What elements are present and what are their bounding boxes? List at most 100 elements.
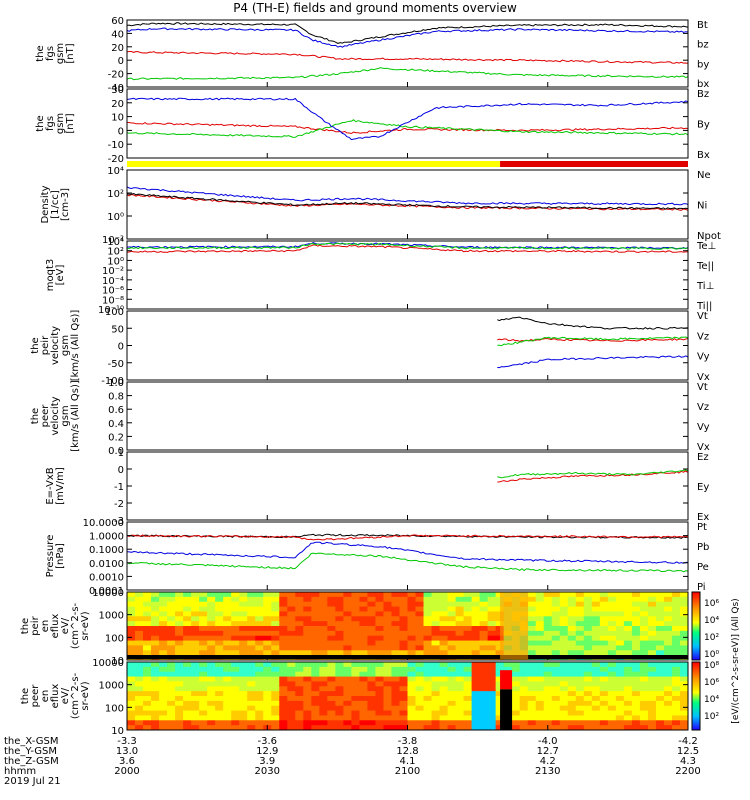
legend-peir_velocity-Vt: Vt (697, 311, 708, 322)
heatmap-cell (271, 696, 280, 702)
heatmap-cell (375, 630, 384, 637)
heatmap-cell (407, 671, 417, 678)
heatmap-cell (287, 725, 296, 731)
heatmap-cell (191, 616, 200, 622)
heatmap-cell (247, 681, 256, 687)
heatmap-cell (559, 662, 569, 668)
heatmap-cell (655, 691, 665, 697)
series-fgs_gsm-by (126, 67, 689, 81)
heatmap-cell (151, 611, 160, 617)
heatmap-cell (631, 686, 641, 692)
heatmap-cell (319, 725, 328, 731)
heatmap-cell (327, 596, 336, 603)
heatmap-cell (655, 635, 665, 642)
heatmap-cell (631, 616, 641, 622)
ytick-label-fgs_gsm: -40 (108, 83, 124, 94)
heatmap-cell (367, 700, 376, 707)
heatmap-cell (239, 671, 248, 678)
heatmap-cell (439, 635, 449, 642)
heatmap-cell (215, 621, 224, 627)
ylabel-peer_velocity: velocity (50, 396, 61, 435)
heatmap-cell (471, 592, 481, 598)
heatmap-cell (527, 705, 537, 712)
heatmap-cell (487, 696, 497, 702)
heatmap-cell (287, 676, 296, 682)
heatmap-cell (535, 611, 545, 617)
heatmap-cell (383, 671, 392, 678)
legend-temperature-Ti||: Ti|| (696, 301, 712, 312)
heatmap-cell (407, 596, 417, 603)
heatmap-cell (423, 630, 433, 637)
heatmap-cell (311, 715, 320, 721)
heatmap-cell (143, 621, 152, 627)
heatmap-cell (143, 662, 152, 668)
ytick-label-fgs_gsm2: 30 (111, 85, 124, 96)
heatmap-cell (407, 681, 417, 687)
heatmap-cell (655, 592, 665, 598)
heatmap-cell (407, 725, 417, 731)
heatmap-cell (359, 592, 368, 598)
heatmap-cell (343, 662, 352, 668)
heatmap-cell (319, 630, 328, 637)
heatmap-cell (639, 662, 649, 668)
heatmap-cell (271, 621, 280, 627)
heatmap-cell (567, 635, 577, 642)
heatmap-cell (559, 601, 569, 608)
heatmap-cell (159, 676, 168, 682)
heatmap-cell (215, 606, 224, 612)
heatmap-cell (463, 705, 473, 712)
xaxis-value: 12.7 (537, 746, 559, 757)
ytick-label-fgs_gsm: 40 (111, 29, 124, 40)
heatmap-cell (231, 676, 240, 682)
heatmap-cell (431, 696, 441, 702)
heatmap-cell (375, 686, 384, 692)
heatmap-cell (399, 705, 408, 712)
heatmap-cell (167, 681, 176, 687)
heatmap-cell (591, 650, 601, 656)
heatmap-cell (527, 616, 537, 622)
heatmap-cell (495, 606, 505, 612)
heatmap-cell (279, 681, 288, 687)
heatmap-cell (223, 676, 232, 682)
heatmap-cell (479, 720, 489, 726)
heatmap-cell (615, 611, 625, 617)
heatmap-cell (343, 705, 352, 712)
heatmap-cell (423, 696, 433, 702)
heatmap-cell (271, 630, 280, 637)
heatmap-cell (231, 720, 240, 726)
heatmap-cell (527, 715, 537, 721)
heatmap-cell (471, 662, 481, 668)
heatmap-cell (143, 700, 152, 707)
heatmap-cell (231, 630, 240, 637)
heatmap-cell (343, 676, 352, 682)
ylabel-peir_eflux: en (40, 620, 51, 633)
heatmap-cell (287, 705, 296, 712)
heatmap-cell (303, 626, 312, 632)
heatmap-cell (359, 630, 368, 637)
heatmap-cell (567, 611, 577, 617)
heatmap-cell (479, 630, 489, 637)
heatmap-cell (175, 606, 184, 612)
heatmap-cell (207, 616, 216, 622)
heatmap-cell (191, 596, 200, 603)
heatmap-cell (583, 696, 593, 702)
heatmap-cell (255, 606, 264, 612)
heatmap-cell (319, 650, 328, 656)
heatmap-cell (239, 621, 248, 627)
ytick-label-peir_velocity: 0 (118, 342, 124, 353)
heatmap-cell (167, 725, 176, 731)
heatmap-cell (263, 705, 272, 712)
heatmap-cell (559, 650, 569, 656)
heatmap-cell (327, 621, 336, 627)
heatmap-cell (223, 640, 232, 646)
ytick-label-pressure: 0.0001 (89, 586, 124, 597)
heatmap-cell (159, 611, 168, 617)
heatmap-cell (639, 705, 649, 712)
heatmap-cell (215, 635, 224, 642)
heatmap-cell (663, 700, 673, 707)
heatmap-cell (671, 662, 681, 668)
heatmap-cell (335, 645, 344, 651)
heatmap-cell (447, 681, 457, 687)
heatmap-cell (383, 596, 392, 603)
heatmap-cell (367, 592, 376, 598)
